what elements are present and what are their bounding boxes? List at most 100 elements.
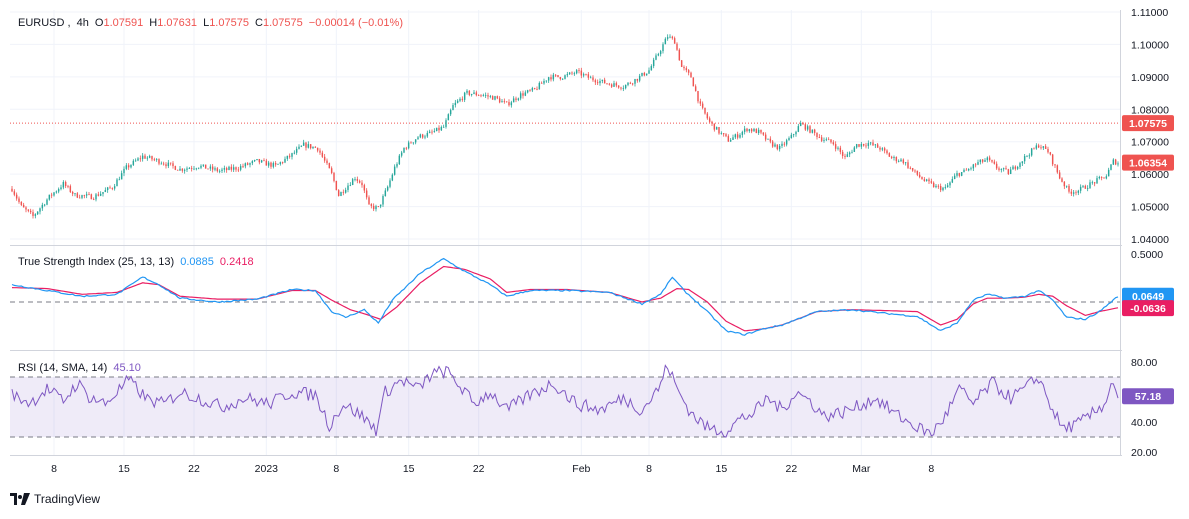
candle-body [767,138,769,140]
candle [1096,175,1098,184]
candle-body [601,79,604,82]
candle-body [1012,166,1014,170]
candle [351,177,354,186]
candle [816,132,818,140]
candle-body [580,70,583,76]
change-value: −0.00014 (−0.01%) [308,17,403,29]
candle-body [104,190,107,193]
candle-body [573,73,576,75]
candle-body [253,160,256,162]
candle [879,146,881,152]
candle-body [39,208,41,212]
candle [645,73,648,76]
candle-body [265,160,268,166]
candle [855,143,858,149]
candle [853,146,856,153]
candle-body [594,80,597,83]
candle [312,146,314,150]
candle-body [876,144,879,148]
candle [620,86,622,91]
candle [622,85,625,92]
candle-body [188,168,191,169]
candle [813,128,816,136]
candle-body [461,98,464,100]
candle [785,138,788,147]
candle [284,156,286,164]
candle [76,192,79,199]
ohlc-legend: EURUSD, 4h O1.07591 H1.07631 L1.07575 C1… [18,17,403,29]
candle-body [1047,148,1049,153]
candle [202,164,205,168]
candle-body [302,142,305,146]
candle [109,185,111,189]
candle-body [942,187,944,191]
candle-body [893,157,895,158]
candle [1000,168,1003,173]
candle [1009,166,1012,175]
candle [452,103,454,111]
tradingview-branding[interactable]: TradingView [10,492,100,506]
candle [39,207,41,215]
candle-body [377,206,380,207]
candle [60,184,62,191]
candle [221,167,223,174]
candle [771,140,774,148]
candle-body [69,186,72,192]
candle-body [146,157,149,159]
candle [634,78,636,87]
candle-body [323,156,326,161]
candle-body [578,70,580,71]
candle-body [944,187,947,188]
candle-body [137,158,139,161]
candle [195,167,198,171]
candles [11,34,1119,219]
candle-body [1019,163,1021,167]
candle [809,124,811,134]
candle [888,152,891,157]
candle-body [1023,156,1026,162]
candle [820,134,823,143]
price-tick-label: 1.08000 [1131,104,1169,116]
candle [869,141,872,146]
candle-body [781,143,783,146]
candle [743,125,746,135]
candle-body [524,92,527,96]
candle [29,208,32,215]
candle [186,166,188,173]
candle [22,202,25,208]
candle [498,96,501,104]
candle-body [603,79,606,84]
candle-body [144,155,146,159]
candle [496,95,499,100]
candle [897,159,900,163]
candle-body [328,163,331,169]
candle-body [183,169,186,171]
candle [440,125,443,131]
candle-body [272,163,275,167]
candle [760,129,762,135]
price-tick-label: 1.04000 [1131,234,1169,246]
candle [755,128,758,134]
candle-body [67,186,69,187]
candle [62,180,65,190]
candle-body [746,128,748,132]
time-tick-label: Feb [572,463,590,475]
candle-body [788,138,790,141]
pane-dividers [10,10,1122,456]
candle-body [214,168,216,170]
candle [799,120,802,127]
candle-body [1026,155,1028,157]
candle [1051,153,1054,167]
candle-body [806,126,809,130]
time-tick-label: 22 [473,463,485,475]
candle-body [531,88,534,91]
candle [951,176,954,184]
candle [120,170,123,180]
candle-body [795,131,797,135]
candle-body [881,148,884,150]
candle [678,48,681,61]
candle [139,155,142,162]
candle-body [225,168,228,171]
candle [211,164,214,173]
